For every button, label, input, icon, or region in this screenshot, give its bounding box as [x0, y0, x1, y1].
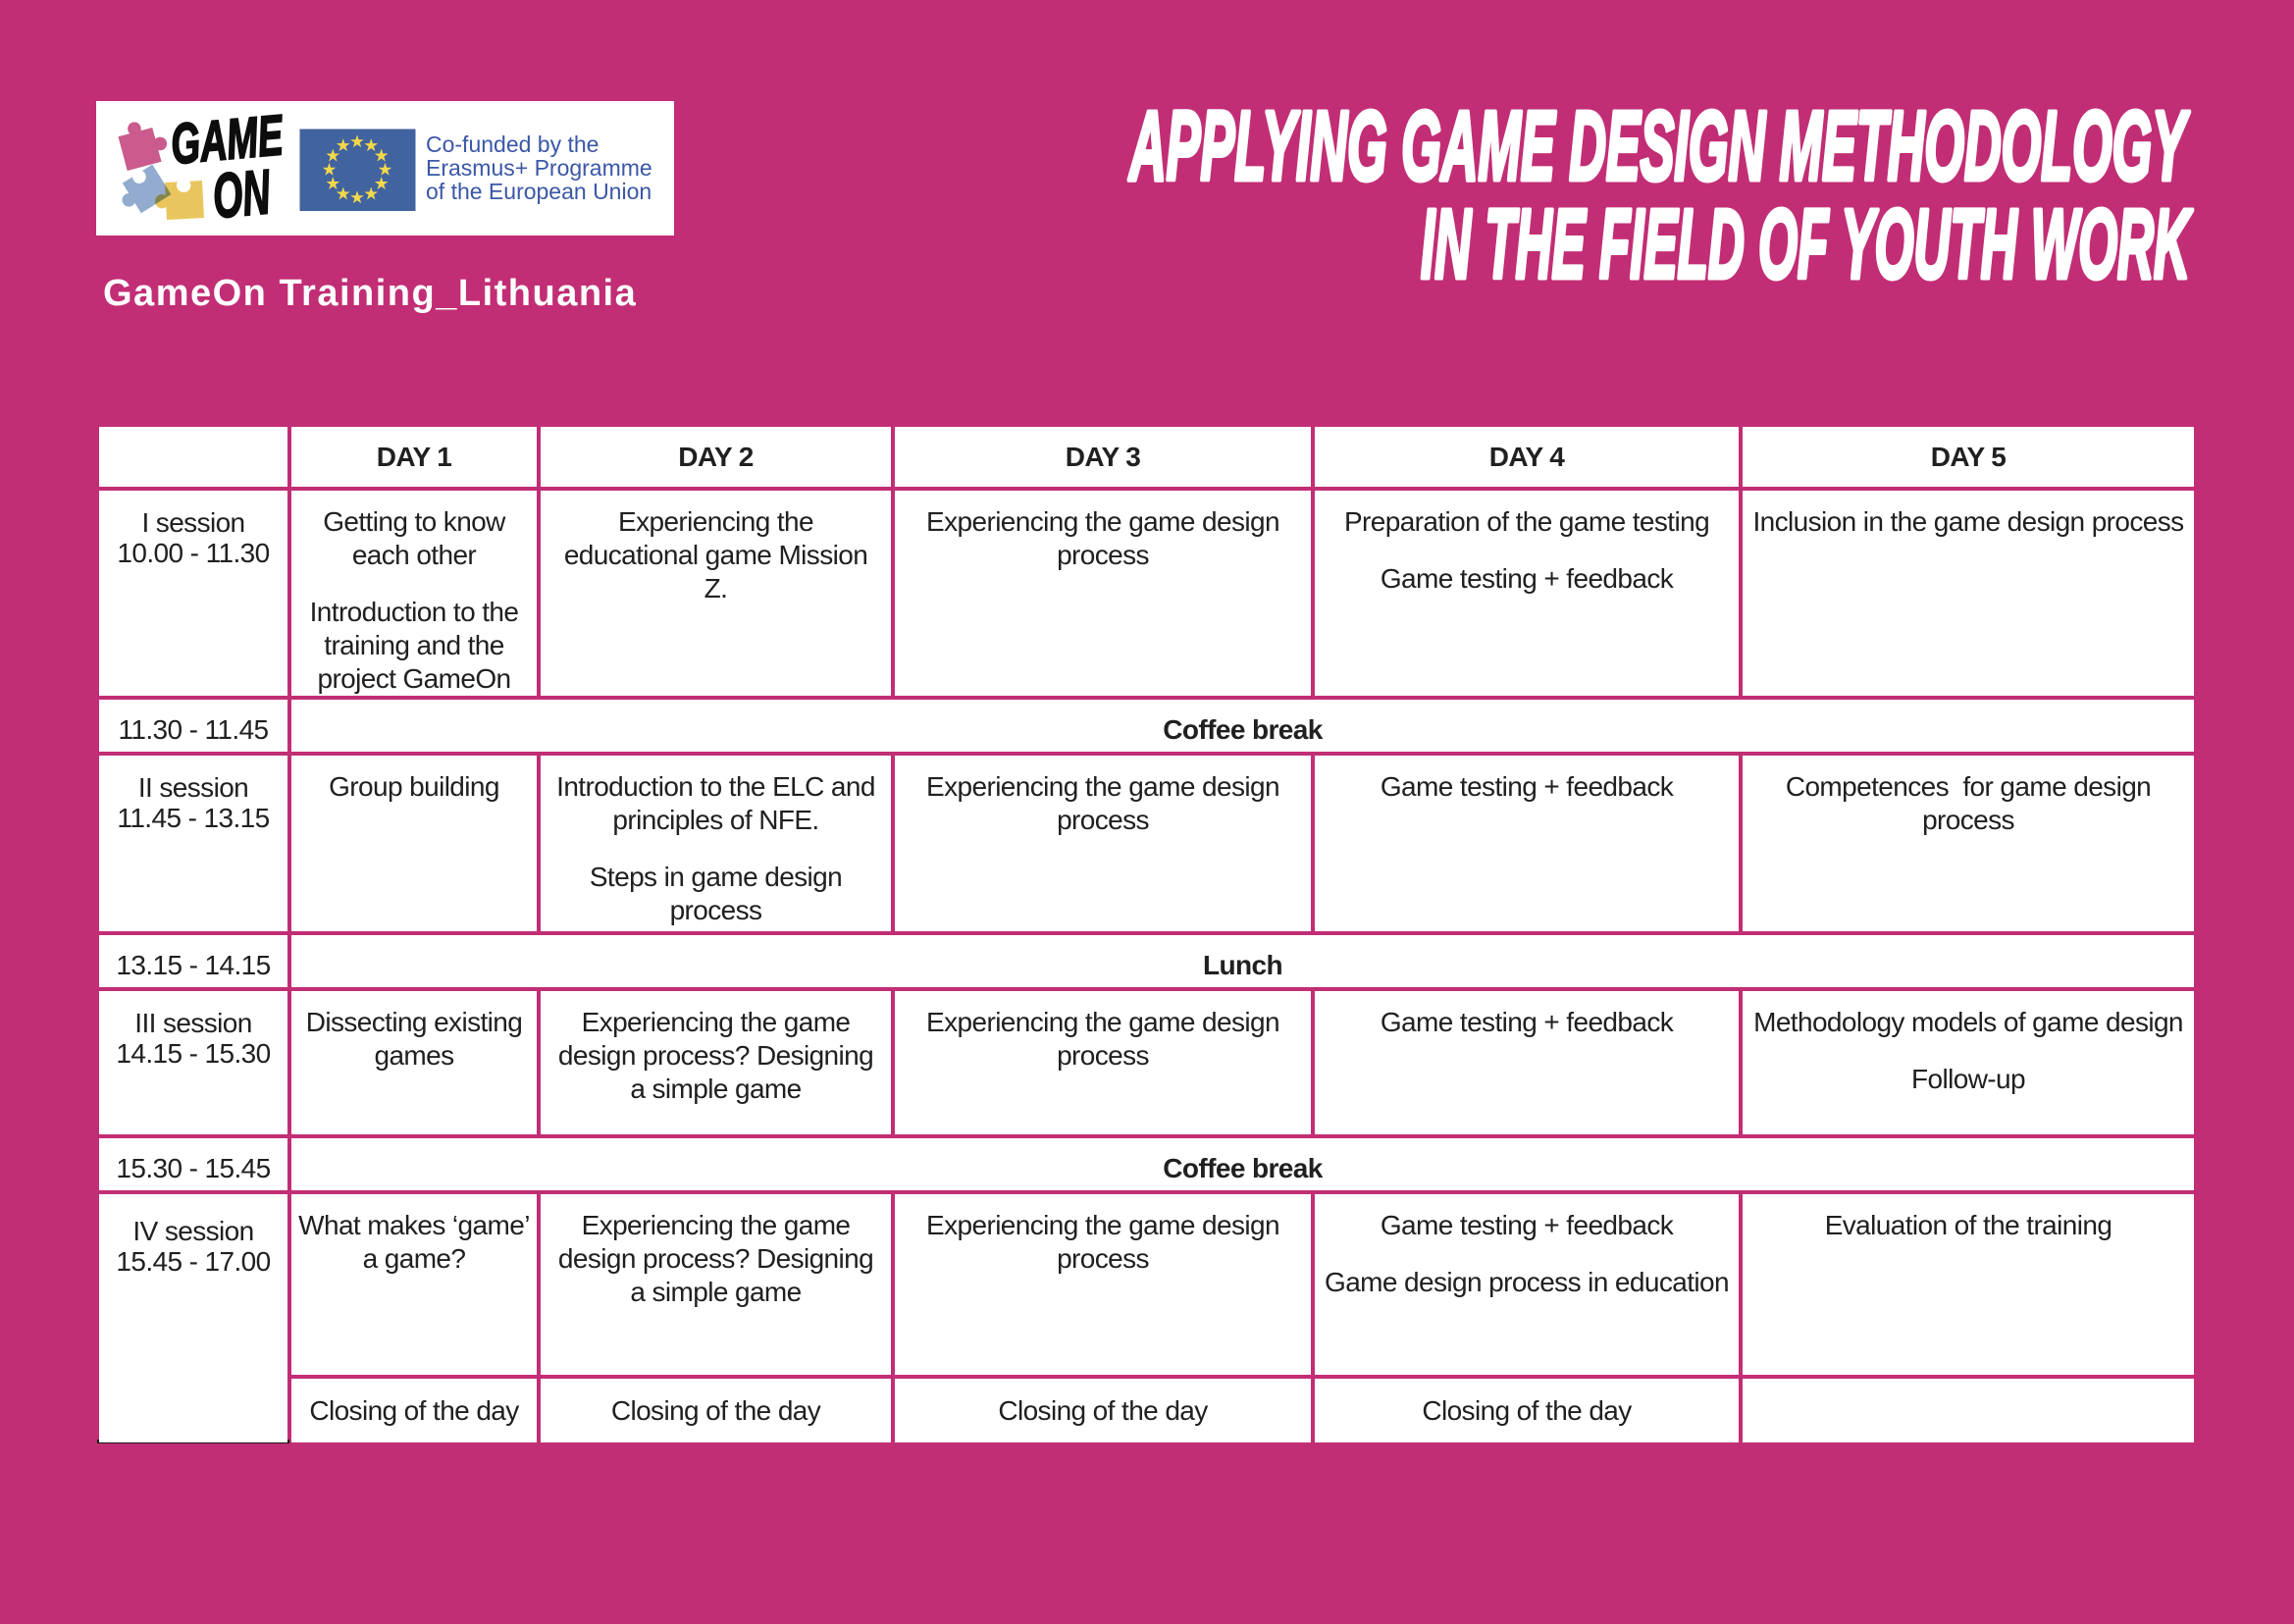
svg-text:IN THE FIELD OF YOUTH WORK: IN THE FIELD OF YOUTH WORK: [1421, 189, 2193, 299]
svg-text:APPLYING GAME DESIGN METHODOLO: APPLYING GAME DESIGN METHODOLOGY: [1127, 91, 2190, 201]
svg-text:GAME: GAME: [168, 103, 287, 177]
svg-text:ON: ON: [210, 156, 274, 232]
